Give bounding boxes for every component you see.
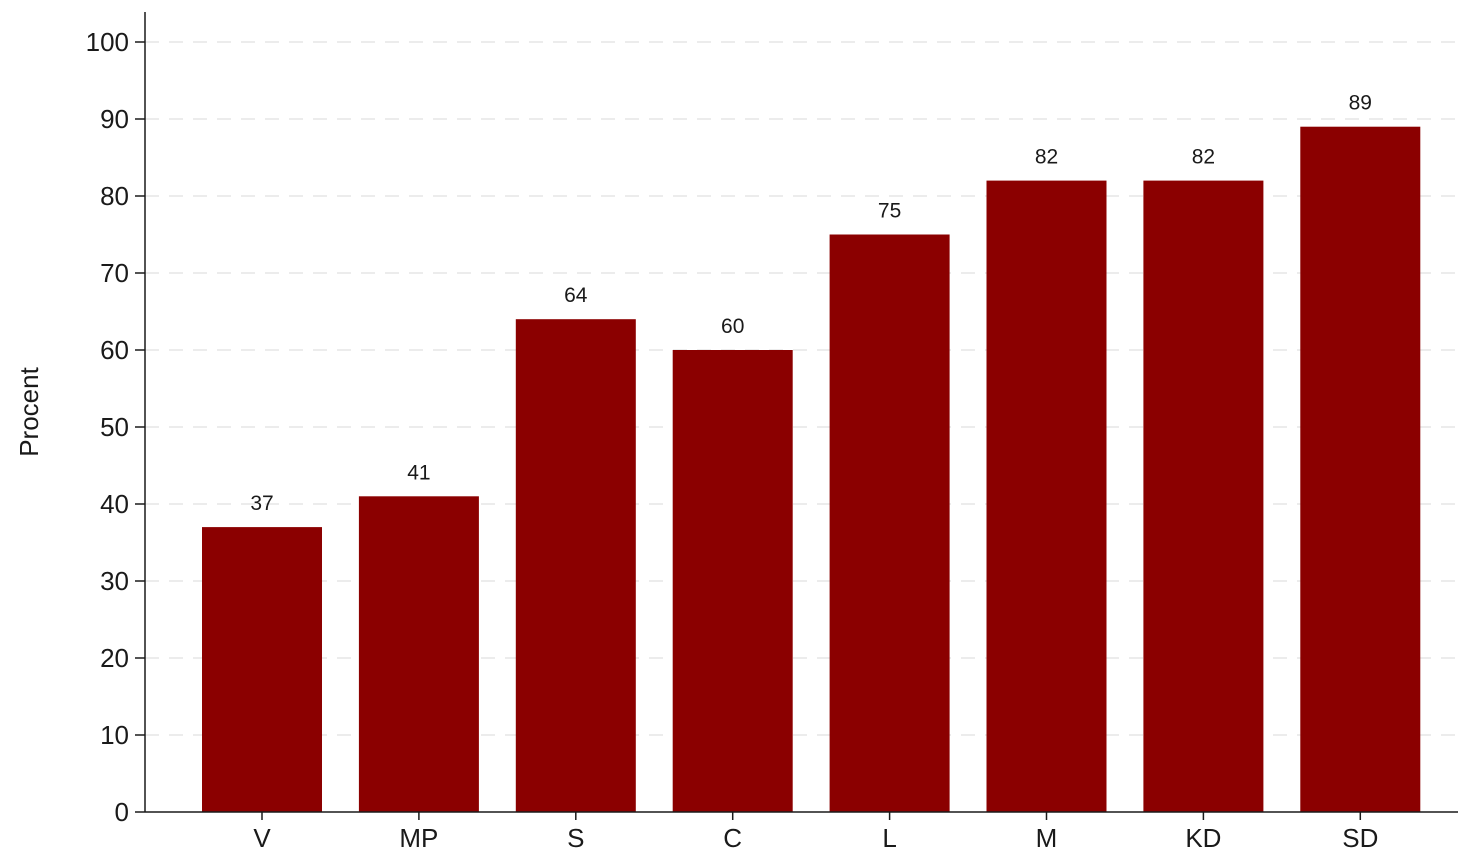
x-category-label: M bbox=[1036, 823, 1058, 852]
bar-sd bbox=[1300, 126, 1421, 812]
data-label: 82 bbox=[1035, 146, 1058, 169]
data-label: 41 bbox=[407, 461, 430, 484]
y-tick-label: 80 bbox=[100, 181, 129, 211]
y-tick-label: 100 bbox=[86, 27, 129, 57]
bar-s bbox=[515, 319, 636, 812]
y-tick-label: 30 bbox=[100, 566, 129, 596]
y-tick-label: 50 bbox=[100, 412, 129, 442]
bar-mp bbox=[358, 496, 479, 812]
y-tick-label: 40 bbox=[100, 489, 129, 519]
x-category-label: L bbox=[882, 823, 896, 852]
bar-kd bbox=[1143, 180, 1264, 813]
x-category-label: C bbox=[723, 823, 742, 852]
data-labels: 37 41 64 60 75 82 82 89 bbox=[250, 92, 1372, 515]
data-label: 89 bbox=[1349, 92, 1372, 115]
y-tick-label: 70 bbox=[100, 258, 129, 288]
x-category-label: KD bbox=[1185, 823, 1221, 852]
y-tick-labels: 0 10 20 30 40 50 60 70 80 90 100 bbox=[86, 27, 145, 827]
x-category-label: V bbox=[253, 823, 271, 852]
y-tick-label: 0 bbox=[115, 797, 129, 827]
y-tick-label: 20 bbox=[100, 643, 129, 673]
data-label: 82 bbox=[1192, 146, 1215, 169]
x-category-label: S bbox=[567, 823, 584, 852]
x-category-labels: V MP S C L M KD SD bbox=[253, 812, 1378, 853]
x-category-label: SD bbox=[1342, 823, 1378, 852]
data-label: 37 bbox=[250, 492, 273, 515]
data-label: 64 bbox=[564, 284, 588, 307]
data-label: 75 bbox=[878, 200, 901, 223]
y-tick-label: 10 bbox=[100, 720, 129, 750]
bar-v bbox=[202, 527, 322, 812]
bars bbox=[202, 126, 1421, 813]
data-label: 60 bbox=[721, 315, 744, 338]
x-category-label: MP bbox=[399, 823, 438, 852]
bar-m bbox=[986, 180, 1107, 813]
bar-c bbox=[672, 350, 793, 812]
y-tick-label: 90 bbox=[100, 104, 129, 134]
y-tick-label: 60 bbox=[100, 335, 129, 365]
y-axis-title: Procent bbox=[14, 366, 44, 456]
axes bbox=[144, 12, 1458, 813]
bar-l bbox=[829, 234, 950, 812]
